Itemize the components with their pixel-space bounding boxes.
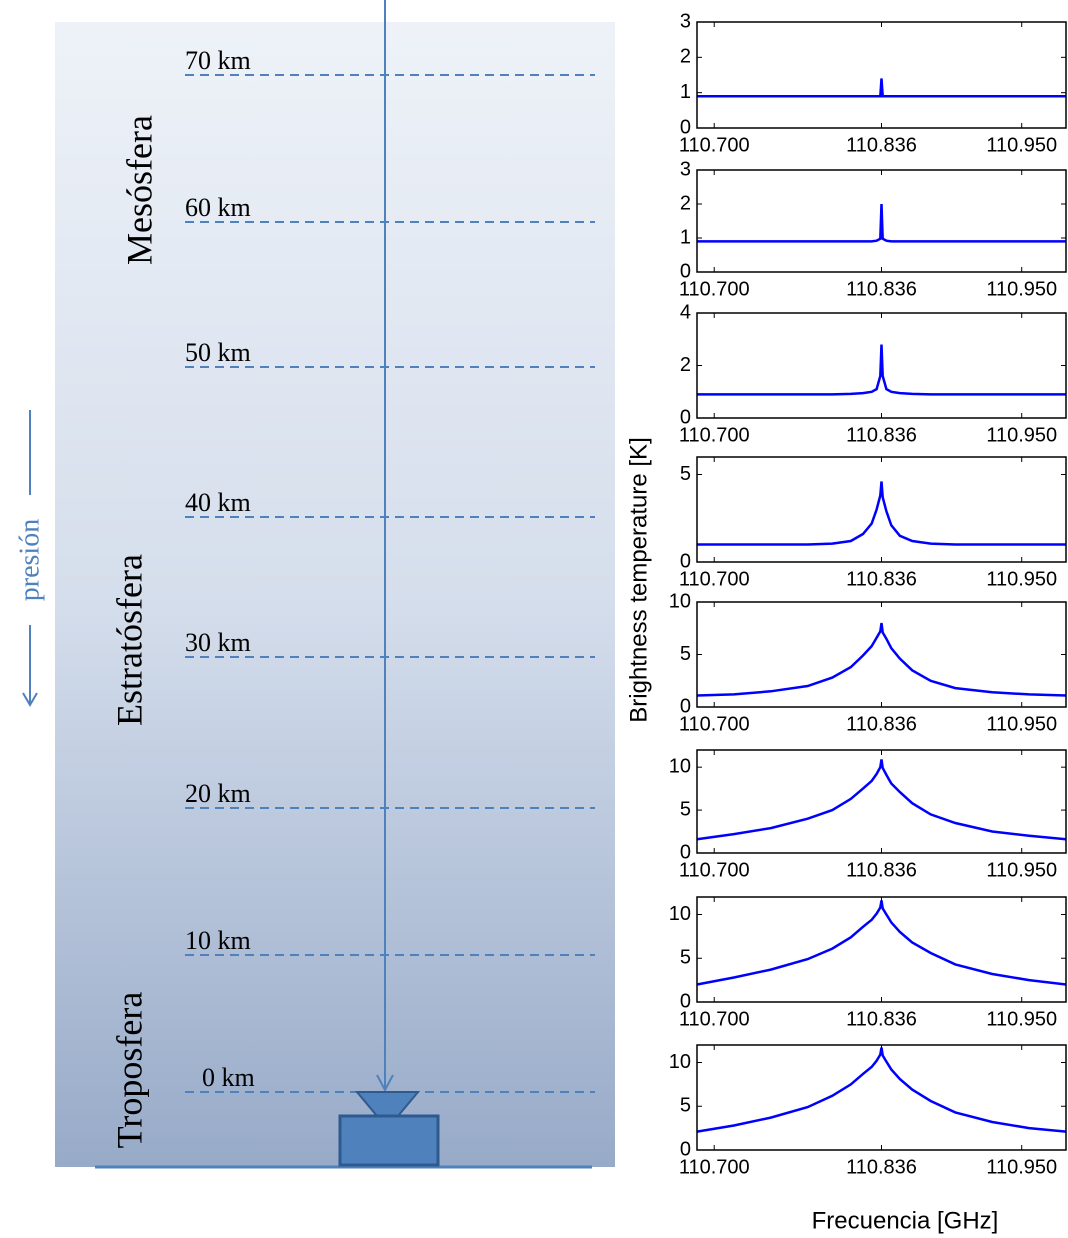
y-tick-label: 1 — [680, 81, 691, 103]
series-line — [696, 759, 1067, 841]
x-tick-label: 110.950 — [986, 568, 1057, 590]
series-line — [696, 900, 1067, 986]
axes-box — [696, 601, 1067, 708]
altitude-label: 0 km — [202, 1063, 255, 1092]
axes-box — [696, 456, 1067, 563]
altitude-label: 30 km — [185, 628, 251, 657]
y-tick-label: 0 — [680, 841, 691, 863]
altitude-label: 70 km — [185, 46, 251, 75]
y-tick-label: 3 — [680, 10, 691, 32]
ray-arrowhead — [376, 1074, 394, 1093]
altitude-label: 10 km — [185, 926, 251, 955]
y-tick-label: 2 — [680, 192, 691, 214]
y-tick-label: 4 — [680, 301, 691, 323]
y-tick-label: 5 — [680, 798, 691, 820]
x-tick-label: 110.950 — [986, 278, 1057, 300]
y-axis-label: Brightness temperature [K] — [625, 437, 652, 722]
y-tick-label: 10 — [669, 1051, 691, 1073]
y-tick-label: 5 — [680, 947, 691, 969]
layer-label: Mesósfera — [119, 115, 159, 265]
x-tick-label: 110.950 — [986, 424, 1057, 446]
layer-label: Troposfera — [109, 992, 149, 1149]
series-line — [696, 622, 1067, 697]
axes-box — [696, 896, 1067, 1003]
y-tick-label: 0 — [680, 990, 691, 1012]
x-tick-label: 110.700 — [679, 1156, 750, 1178]
x-tick-label: 110.950 — [986, 1008, 1057, 1030]
x-tick-label: 110.950 — [986, 713, 1057, 735]
x-tick-label: 110.836 — [846, 859, 917, 881]
y-tick-label: 0 — [680, 406, 691, 428]
pressure-arrowhead — [22, 692, 38, 707]
altitude-label: 40 km — [185, 488, 251, 517]
altitude-label: 60 km — [185, 193, 251, 222]
x-tick-label: 110.836 — [846, 713, 917, 735]
y-tick-label: 5 — [680, 643, 691, 665]
y-tick-label: 5 — [680, 463, 691, 485]
atmosphere-panel — [55, 22, 615, 1167]
y-tick-label: 10 — [669, 755, 691, 777]
y-tick-label: 0 — [680, 550, 691, 572]
y-tick-label: 2 — [680, 354, 691, 376]
x-tick-label: 110.836 — [846, 134, 917, 156]
altitude-label: 50 km — [185, 338, 251, 367]
pressure-label: presión — [14, 519, 45, 601]
y-tick-label: 10 — [669, 590, 691, 612]
series-line — [697, 344, 1066, 396]
x-tick-label: 110.836 — [846, 1156, 917, 1178]
x-tick-label: 110.700 — [679, 568, 750, 590]
antenna-base — [338, 1114, 440, 1167]
y-tick-label: 10 — [669, 903, 691, 925]
axes-box — [696, 1044, 1067, 1151]
y-tick-label: 0 — [680, 260, 691, 282]
x-tick-label: 110.700 — [679, 713, 750, 735]
y-tick-label: 2 — [680, 46, 691, 68]
x-axis-label: Frecuencia [GHz] — [812, 1207, 999, 1234]
series-line — [697, 481, 1066, 546]
x-tick-label: 110.836 — [846, 278, 917, 300]
y-tick-label: 1 — [680, 226, 691, 248]
altitude-label: 20 km — [185, 779, 251, 808]
x-tick-label: 110.700 — [679, 1008, 750, 1030]
x-tick-label: 110.700 — [679, 424, 750, 446]
x-tick-label: 110.950 — [986, 1156, 1057, 1178]
x-tick-label: 110.700 — [679, 134, 750, 156]
x-tick-label: 110.836 — [846, 1008, 917, 1030]
x-tick-label: 110.700 — [679, 859, 750, 881]
y-tick-label: 5 — [680, 1095, 691, 1117]
x-tick-label: 110.836 — [846, 568, 917, 590]
series-line — [697, 78, 1066, 98]
y-tick-label: 0 — [680, 116, 691, 138]
x-tick-label: 110.950 — [986, 134, 1057, 156]
layer-label: Estratósfera — [109, 554, 149, 726]
series-line — [696, 1047, 1067, 1133]
series-line — [697, 203, 1066, 243]
y-tick-label: 3 — [680, 158, 691, 180]
x-tick-label: 110.836 — [846, 424, 917, 446]
y-tick-label: 0 — [680, 695, 691, 717]
axes-box — [696, 21, 1067, 129]
y-tick-label: 0 — [680, 1138, 691, 1160]
x-tick-label: 110.950 — [986, 859, 1057, 881]
x-tick-label: 110.700 — [679, 278, 750, 300]
